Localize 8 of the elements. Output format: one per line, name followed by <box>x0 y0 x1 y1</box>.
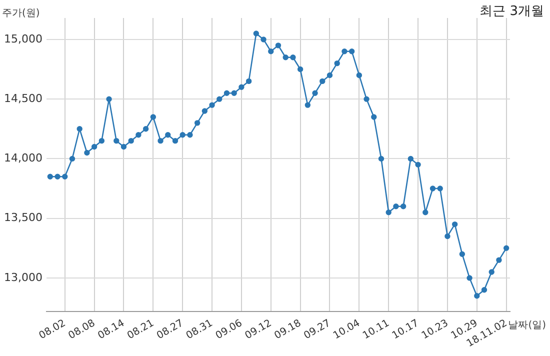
y-axis-title: 주가(원) <box>2 7 40 20</box>
y-tick-label: 14,500 <box>4 92 42 105</box>
y-tick-label: 14,000 <box>4 152 42 165</box>
chart-title: 최근 3개월 <box>480 3 544 20</box>
y-tick-label: 13,500 <box>4 211 42 224</box>
y-tick-label: 13,000 <box>4 270 42 284</box>
y-tick-label: 15,000 <box>4 32 42 46</box>
x-axis-title: 날짜(일) <box>508 319 546 332</box>
